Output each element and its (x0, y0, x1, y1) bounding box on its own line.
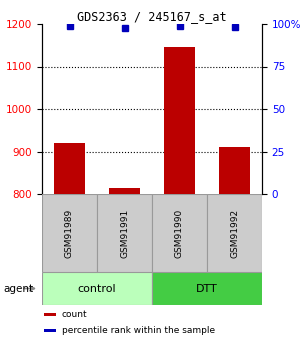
Title: GDS2363 / 245167_s_at: GDS2363 / 245167_s_at (77, 10, 227, 23)
Bar (44, 329, 56, 332)
Bar (110, 188, 140, 194)
Bar (219, 147, 250, 194)
Bar (152, 194, 207, 272)
Bar (44, 313, 56, 316)
Text: count: count (62, 310, 87, 319)
Text: GSM91990: GSM91990 (175, 208, 184, 258)
Bar (152, 272, 262, 305)
Bar (42, 194, 97, 272)
Bar (207, 194, 262, 272)
Bar (54, 143, 85, 194)
Bar (164, 47, 195, 194)
Bar (97, 194, 152, 272)
Text: DTT: DTT (196, 284, 218, 294)
Text: control: control (78, 284, 116, 294)
Text: GSM91991: GSM91991 (120, 208, 129, 258)
Text: agent: agent (3, 284, 33, 294)
Text: GSM91989: GSM91989 (65, 208, 74, 258)
Bar (42, 272, 152, 305)
Text: GSM91992: GSM91992 (230, 208, 239, 258)
Text: percentile rank within the sample: percentile rank within the sample (62, 326, 215, 335)
